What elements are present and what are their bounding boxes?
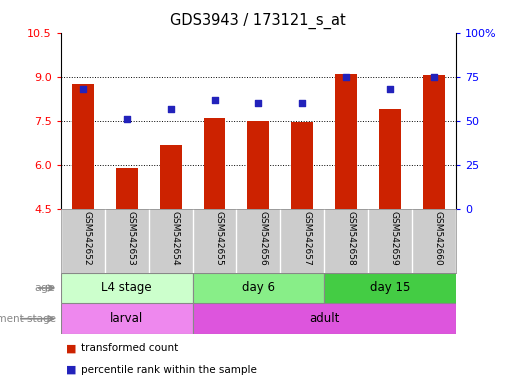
Text: adult: adult	[309, 312, 339, 325]
Point	[122, 116, 131, 122]
Text: GSM542654: GSM542654	[171, 211, 180, 266]
Point	[430, 74, 438, 80]
Point	[298, 100, 306, 106]
Text: day 15: day 15	[370, 281, 410, 295]
Bar	[204, 118, 225, 209]
Bar	[192, 273, 324, 303]
Text: GSM542660: GSM542660	[434, 211, 443, 266]
Text: day 6: day 6	[242, 281, 275, 295]
Text: ■: ■	[66, 343, 77, 354]
Text: GSM542655: GSM542655	[215, 211, 224, 266]
Bar	[72, 84, 94, 209]
Point	[210, 97, 219, 103]
Text: GSM542656: GSM542656	[259, 211, 267, 266]
Text: transformed count: transformed count	[81, 343, 178, 354]
Text: GSM542653: GSM542653	[127, 211, 136, 266]
Text: GSM542657: GSM542657	[302, 211, 311, 266]
Title: GDS3943 / 173121_s_at: GDS3943 / 173121_s_at	[171, 12, 346, 28]
Text: percentile rank within the sample: percentile rank within the sample	[81, 364, 257, 375]
Text: L4 stage: L4 stage	[101, 281, 152, 295]
Text: larval: larval	[110, 312, 144, 325]
Text: age: age	[35, 283, 56, 293]
Point	[166, 106, 175, 112]
Text: GSM542659: GSM542659	[390, 211, 399, 266]
Bar	[379, 109, 401, 209]
Bar	[61, 303, 192, 334]
Text: development stage: development stage	[0, 314, 56, 324]
Point	[342, 74, 350, 80]
Text: ■: ■	[66, 364, 77, 375]
Bar	[248, 121, 269, 209]
Text: GSM542658: GSM542658	[346, 211, 355, 266]
Point	[386, 86, 394, 92]
Text: GSM542652: GSM542652	[83, 211, 92, 266]
Bar	[292, 122, 313, 209]
Bar	[324, 273, 456, 303]
Bar	[160, 144, 182, 209]
Bar	[116, 168, 138, 209]
Point	[78, 86, 87, 92]
Bar	[335, 74, 357, 209]
Bar	[192, 303, 456, 334]
Point	[254, 100, 263, 106]
Bar	[61, 273, 192, 303]
Bar	[423, 75, 445, 209]
